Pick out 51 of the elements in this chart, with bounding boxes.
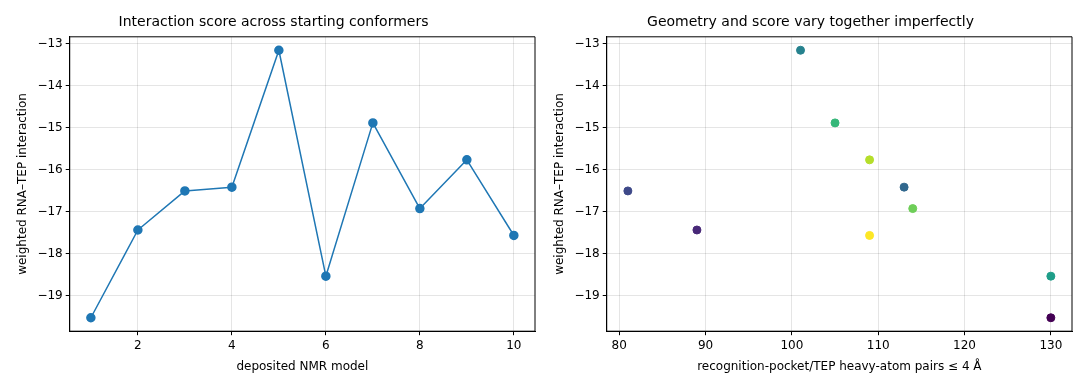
y-tick-label: −14 bbox=[37, 77, 63, 92]
point bbox=[692, 225, 702, 235]
y-tick-label: −14 bbox=[574, 77, 600, 92]
point bbox=[509, 230, 519, 241]
chart-title: Interaction score across starting conformers bbox=[118, 13, 429, 30]
x-tick-label: 8 bbox=[416, 337, 424, 352]
y-tick-label: −17 bbox=[37, 203, 63, 218]
x-tick-label: 4 bbox=[228, 337, 236, 352]
y-tick-label: −13 bbox=[574, 35, 600, 50]
point bbox=[830, 118, 840, 128]
point bbox=[133, 225, 143, 235]
point bbox=[865, 230, 875, 240]
x-tick-label: 90 bbox=[697, 337, 714, 352]
point bbox=[321, 271, 331, 281]
y-tick-label: −13 bbox=[37, 35, 63, 50]
chart-title: Geometry and score vary together imperfectly bbox=[647, 13, 974, 30]
y-tick-label: −19 bbox=[37, 287, 63, 302]
point bbox=[1046, 271, 1056, 281]
x-axis-title: deposited NMR model bbox=[236, 358, 369, 373]
point bbox=[86, 313, 96, 323]
y-axis-title: weighted RNA–TEP interaction bbox=[552, 93, 567, 275]
point bbox=[368, 118, 378, 128]
point bbox=[462, 155, 472, 165]
y-tick-label: −18 bbox=[37, 245, 63, 260]
y-tick-label: −15 bbox=[574, 119, 600, 134]
point bbox=[274, 45, 284, 55]
x-tick-label: 120 bbox=[953, 337, 976, 352]
y-tick-label: −18 bbox=[574, 245, 600, 260]
x-tick-label: 10 bbox=[506, 337, 522, 352]
point bbox=[908, 204, 918, 214]
y-tick-label: −17 bbox=[574, 203, 600, 218]
point bbox=[180, 186, 190, 196]
point bbox=[796, 45, 806, 55]
x-tick-label: 80 bbox=[611, 337, 627, 352]
point bbox=[1046, 313, 1056, 323]
x-axis-title: recognition-pocket/TEP heavy-atom pairs ≤ 4 Å bbox=[697, 357, 983, 373]
point bbox=[865, 155, 875, 165]
x-tick-label: 2 bbox=[134, 337, 142, 352]
y-tick-label: −16 bbox=[37, 161, 63, 176]
y-tick-label: −19 bbox=[574, 287, 600, 302]
x-tick-label: 6 bbox=[322, 337, 330, 352]
point bbox=[227, 182, 237, 192]
x-tick-label: 100 bbox=[780, 337, 804, 352]
y-tick-label: −15 bbox=[37, 119, 63, 134]
x-tick-label: 110 bbox=[866, 337, 890, 352]
x-tick-label: 130 bbox=[1039, 337, 1063, 352]
point bbox=[899, 182, 909, 192]
y-axis-title: weighted RNA–TEP interaction bbox=[15, 93, 30, 275]
y-tick-label: −16 bbox=[574, 161, 600, 176]
point bbox=[415, 203, 425, 214]
point bbox=[623, 186, 633, 196]
